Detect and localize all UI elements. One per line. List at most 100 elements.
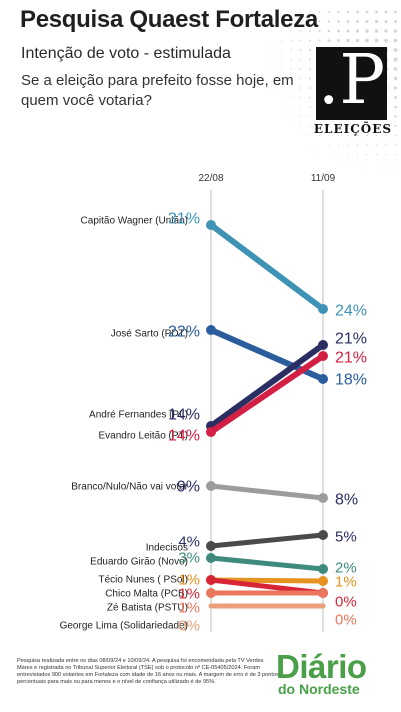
halftone-dot: [393, 48, 398, 52]
series-point-end: [318, 493, 328, 503]
series-line: [208, 342, 326, 429]
halftone-dot: [309, 115, 311, 118]
halftone-dot: [365, 10, 369, 14]
halftone-dot: [299, 68, 302, 70]
halftone-dot: [346, 20, 350, 23]
halftone-dot: [337, 39, 340, 42]
series-point-start: [206, 588, 216, 598]
halftone-dot: [280, 39, 283, 42]
halftone-dot: [393, 57, 398, 62]
halftone-dot: [376, 173, 377, 174]
series-value-start: 1%: [178, 600, 200, 617]
halftone-dot: [290, 20, 292, 23]
halftone-dot: [281, 87, 282, 89]
halftone-dot: [290, 11, 292, 13]
halftone-dot: [375, 124, 378, 128]
series-name-label: Branco/Nulo/Não vai votar: [71, 482, 188, 493]
halftone-dot: [328, 154, 330, 155]
halftone-dot: [299, 115, 302, 118]
series-point-start: [206, 481, 216, 491]
series-value-end: 0%: [335, 612, 357, 629]
series-line: [208, 483, 326, 501]
halftone-dot: [374, 29, 379, 33]
halftone-dot: [290, 96, 292, 99]
series-value-start: 4%: [178, 534, 200, 551]
halftone-dot: [327, 29, 331, 33]
series-name-label: George Lima (Solidariedade): [60, 621, 188, 632]
halftone-dot: [309, 125, 311, 127]
halftone-dot: [376, 163, 377, 165]
halftone-dot: [347, 153, 349, 156]
halftone-dot: [290, 77, 292, 80]
halftone-dot: [393, 67, 398, 71]
halftone-dot: [346, 29, 350, 33]
series-value-end: 5%: [335, 529, 357, 546]
halftone-dot: [318, 11, 321, 13]
series-value-end: 21%: [335, 331, 367, 348]
halftone-dot: [366, 153, 368, 156]
series-point-end: [318, 576, 328, 586]
halftone-dot: [384, 19, 388, 24]
halftone-dot: [393, 76, 398, 81]
halftone-dot: [393, 19, 398, 24]
series-value-end: 8%: [335, 492, 358, 509]
halftone-dot: [271, 40, 273, 41]
series-line: [208, 353, 326, 435]
halftone-dot: [394, 124, 397, 128]
halftone-dot: [385, 144, 387, 146]
halftone-dot: [356, 20, 359, 23]
halftone-dot: [309, 87, 311, 89]
series-name-label: André Fernandes (PL): [89, 410, 188, 421]
halftone-dot: [328, 134, 330, 137]
halftone-dot: [394, 134, 397, 137]
halftone-dot: [309, 39, 311, 42]
series-value-end: 21%: [335, 350, 367, 367]
halftone-dot: [290, 87, 292, 89]
series-point-end: [318, 374, 328, 384]
halftone-dot: [357, 163, 358, 165]
halftone-dot: [299, 11, 302, 13]
halftone-dot: [347, 144, 349, 146]
page-title: Pesquisa Quaest Fortaleza: [20, 6, 318, 33]
halftone-dot: [347, 163, 349, 165]
series-point-start: [206, 220, 216, 230]
halftone-dot: [309, 30, 311, 32]
halftone-dot: [271, 21, 273, 22]
halftone-dot: [318, 29, 321, 33]
halftone-dot: [327, 10, 331, 14]
halftone-dot: [309, 135, 311, 136]
series-point-end: [318, 530, 328, 540]
halftone-dot: [280, 49, 283, 51]
series-point-end: [318, 588, 328, 598]
halftone-dot: [299, 87, 302, 89]
halftone-dot: [308, 67, 312, 71]
series-point-end: [318, 564, 328, 574]
halftone-dot: [346, 10, 350, 14]
halftone-dot: [290, 39, 292, 42]
halftone-dot: [309, 11, 311, 13]
series-value-end: 24%: [335, 303, 367, 320]
series-value-end: 1%: [335, 574, 357, 591]
halftone-dot: [384, 38, 388, 43]
series-value-start: 9%: [177, 479, 200, 496]
x-tick-label: 22/08: [198, 173, 223, 184]
halftone-dot: [309, 77, 311, 80]
series-name-label: Chico Malta (PCB): [105, 589, 188, 600]
series-point-end: [318, 304, 328, 314]
series-value-start: 1%: [178, 586, 200, 603]
halftone-dot: [385, 134, 387, 137]
halftone-dot: [299, 106, 302, 108]
halftone-dot: [299, 96, 302, 99]
halftone-dot: [290, 68, 292, 70]
brand-name: Diário: [276, 648, 367, 685]
series-point-start: [206, 427, 216, 437]
halftone-dot: [374, 38, 379, 43]
halftone-dot: [393, 86, 398, 90]
series-name-label: Zé Batista (PSTU): [107, 603, 188, 614]
halftone-dot: [299, 30, 302, 32]
halftone-dot: [394, 10, 397, 14]
x-tick-label: 11/09: [311, 173, 336, 184]
halftone-dot: [394, 153, 397, 156]
halftone-dot: [375, 134, 378, 137]
halftone-dot: [394, 115, 397, 118]
